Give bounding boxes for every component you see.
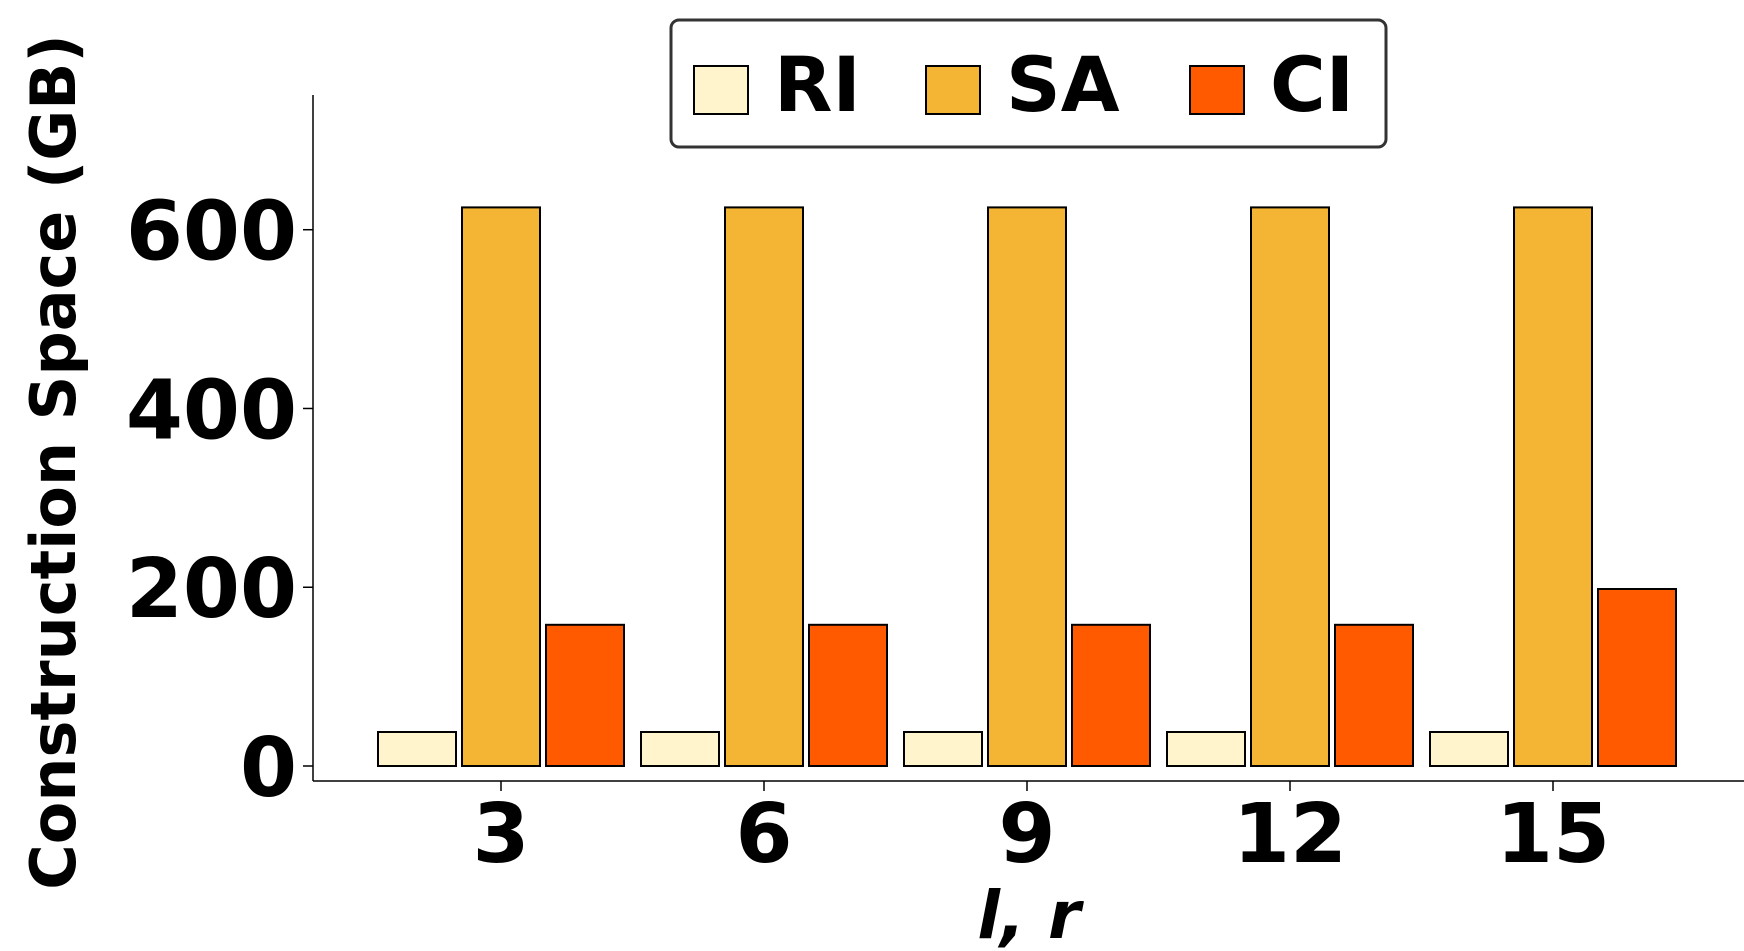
legend-swatch-sa [925, 65, 981, 115]
plot-area [377, 206, 1677, 767]
legend-box [669, 18, 1388, 149]
legend-swatch-ci [1189, 65, 1245, 115]
bar-ci-6 [808, 623, 888, 767]
y-ticks: 0 200 400 600 [126, 185, 313, 816]
bar-ri-9 [903, 731, 983, 767]
bar-ci-15 [1597, 588, 1677, 767]
bar-ri-6 [640, 731, 720, 767]
bar-ri-3 [377, 731, 457, 767]
bar-sa-6 [724, 206, 804, 767]
bar-sa-9 [987, 206, 1067, 767]
bar-sa-3 [461, 206, 541, 767]
bar-ci-9 [1071, 623, 1151, 767]
y-tick-label: 400 [126, 363, 297, 458]
y-tick-label: 600 [126, 185, 297, 280]
x-tick-label: 15 [1496, 787, 1610, 882]
y-axis-label: Construction Space (GB) [17, 34, 90, 890]
axes [312, 95, 1744, 782]
y-tick-label: 200 [126, 542, 297, 637]
x-axis-label: l, r [977, 877, 1084, 951]
legend-swatch-ri [693, 65, 749, 115]
x-tick-label: 9 [998, 787, 1055, 882]
x-tick-label: 6 [735, 787, 792, 882]
x-tick-label: 3 [472, 787, 529, 882]
y-tick-label: 0 [240, 721, 297, 816]
legend: RI SA CI [669, 18, 1388, 149]
legend-label-ci: CI [1270, 40, 1354, 129]
x-tick-label: 12 [1233, 787, 1347, 882]
legend-label-ri: RI [774, 40, 861, 129]
x-ticks: 3 6 9 12 15 [472, 781, 1610, 882]
legend-label-sa: SA [1006, 40, 1120, 129]
bar-ri-15 [1429, 731, 1509, 767]
bar-sa-15 [1513, 206, 1593, 767]
bar-sa-12 [1250, 206, 1330, 767]
bar-ri-12 [1166, 731, 1246, 767]
bar-ci-12 [1334, 623, 1414, 767]
bar-ci-3 [545, 623, 625, 767]
